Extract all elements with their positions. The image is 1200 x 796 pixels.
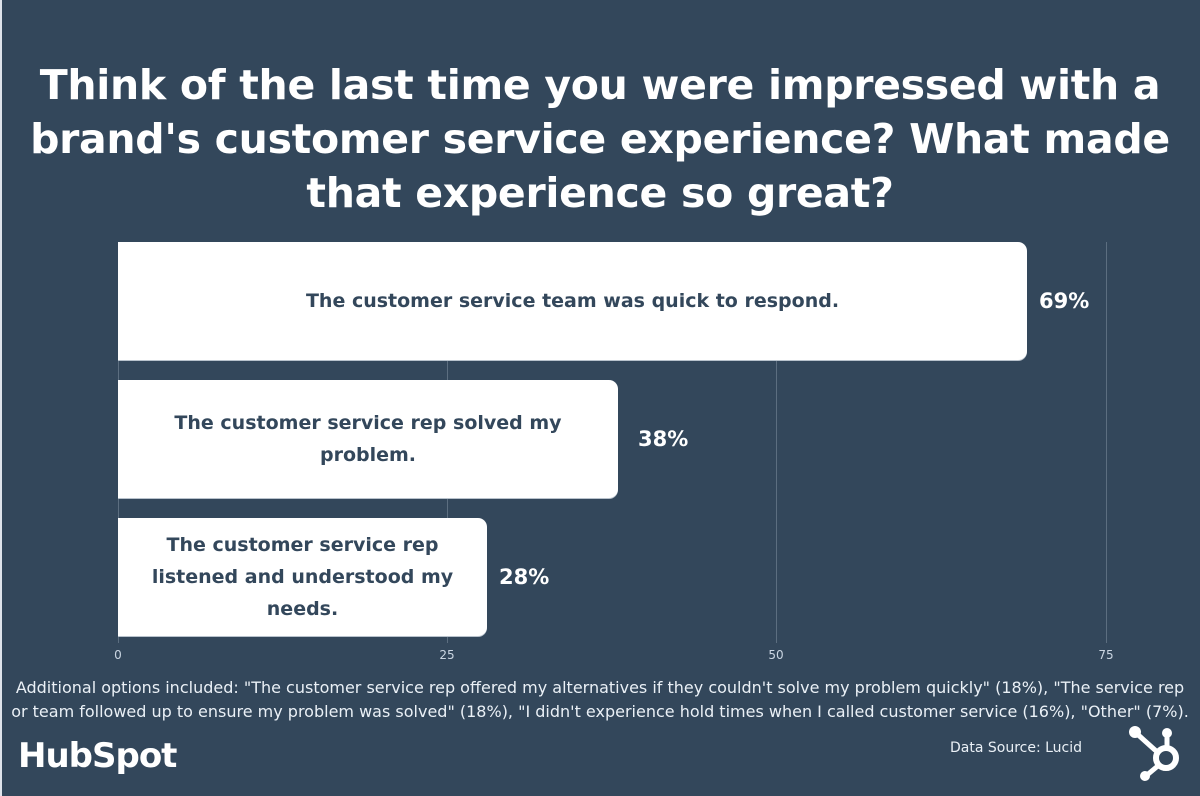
bar-quick-response: The customer service team was quick to r…: [118, 242, 1027, 360]
gridline-50: [776, 242, 777, 643]
bar-label: The customer service rep listened and un…: [151, 534, 454, 620]
bar-solved-problem: The customer service rep solved my probl…: [118, 380, 618, 498]
x-tick-label: 25: [439, 648, 455, 662]
sprocket-icon: [1129, 726, 1179, 781]
bar-label: The customer service team was quick to r…: [305, 290, 840, 312]
bar-value: 69%: [1039, 289, 1090, 313]
x-tick-label: 50: [768, 648, 784, 662]
gridline-75: [1106, 242, 1107, 643]
hubspot-logo: HubSpot: [18, 736, 177, 776]
bar-value: 38%: [638, 427, 689, 451]
bar-label: The customer service rep solved my probl…: [174, 412, 562, 466]
left-edge: [0, 0, 2, 796]
chart-title: Think of the last time you were impresse…: [30, 61, 1170, 217]
x-tick-label: 0: [114, 648, 122, 662]
x-tick-label: 75: [1098, 648, 1114, 662]
footnote: Additional options included: "The custom…: [11, 678, 1189, 721]
bar-value: 28%: [499, 565, 550, 589]
data-source: Data Source: Lucid: [950, 740, 1083, 756]
bar-listened: The customer service rep listened and un…: [118, 518, 487, 636]
